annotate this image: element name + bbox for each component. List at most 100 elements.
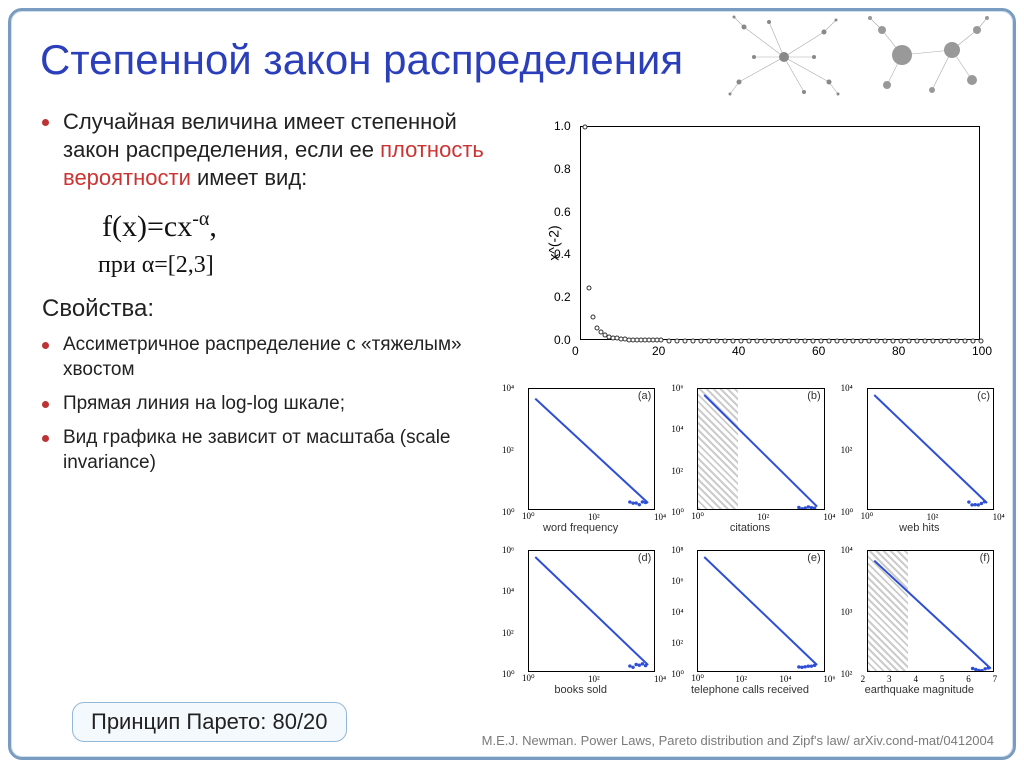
panel-label: (a) xyxy=(638,390,651,402)
formula-condition: при α=[2,3] xyxy=(98,252,502,279)
panel-plot-area xyxy=(867,388,994,510)
panel-caption: books sold xyxy=(500,684,661,696)
bullet-dot-icon xyxy=(42,401,49,408)
data-point xyxy=(587,285,592,290)
panel-y-tick: 10² xyxy=(502,628,514,638)
panel-x-tick: 10⁴ xyxy=(779,674,791,684)
data-point xyxy=(859,338,864,343)
panel-x-tick: 10² xyxy=(927,512,939,522)
data-point xyxy=(907,338,912,343)
network-graph-b xyxy=(862,10,992,105)
x-tick: 80 xyxy=(892,344,905,358)
panel-x-tick: 10⁴ xyxy=(654,512,666,522)
y-tick: 0.4 xyxy=(554,247,571,261)
panel-y-tick: 10⁶ xyxy=(502,545,514,555)
data-point xyxy=(867,338,872,343)
loglog-panel: (a)word frequency10⁰10²10⁴10⁰10²10⁴ xyxy=(500,382,661,540)
panel-plot-area xyxy=(528,550,655,672)
data-point xyxy=(659,338,664,343)
data-point xyxy=(883,338,888,343)
panel-x-tick: 3 xyxy=(887,674,892,684)
data-point xyxy=(811,338,816,343)
property-bullet: Вид графика не зависит от масштаба (scal… xyxy=(42,426,502,475)
panel-x-tick: 10² xyxy=(757,512,769,522)
loglog-panels-grid: (a)word frequency10⁰10²10⁴10⁰10²10⁴(b)ci… xyxy=(500,382,1000,702)
panel-y-tick: 10³ xyxy=(841,607,853,617)
panel-y-tick: 10² xyxy=(671,466,683,476)
panel-y-tick: 10⁴ xyxy=(671,424,683,434)
loglog-panel: (c)web hits10⁰10²10⁴10⁰10²10⁴ xyxy=(839,382,1000,540)
panel-y-tick: 10⁴ xyxy=(502,586,514,596)
panel-y-tick: 10² xyxy=(671,638,683,648)
panel-plot-area xyxy=(697,388,824,510)
properties-list: Ассиметричное распределение с «тяжелым» … xyxy=(42,333,502,475)
panel-y-tick: 10⁸ xyxy=(671,545,683,555)
data-point xyxy=(819,338,824,343)
data-point xyxy=(899,338,904,343)
data-point xyxy=(939,338,944,343)
y-tick: 0.6 xyxy=(554,205,571,219)
data-point xyxy=(675,338,680,343)
data-point xyxy=(787,338,792,343)
panel-x-tick: 7 xyxy=(993,674,998,684)
data-point xyxy=(747,338,752,343)
panel-x-tick: 10⁰ xyxy=(522,511,535,522)
x-tick: 40 xyxy=(732,344,745,358)
bullet-dot-icon xyxy=(42,342,49,349)
main-chart-plot-area xyxy=(580,126,980,340)
panel-label: (e) xyxy=(807,552,820,564)
data-point xyxy=(851,338,856,343)
data-point xyxy=(931,338,936,343)
panel-plot-area xyxy=(528,388,655,510)
panel-label: (b) xyxy=(807,390,820,402)
panel-x-tick: 6 xyxy=(966,674,971,684)
data-point xyxy=(891,338,896,343)
data-point xyxy=(583,125,588,130)
loglog-panel: (d)books sold10⁰10²10⁴10⁶10⁰10²10⁴ xyxy=(500,544,661,702)
data-point xyxy=(723,338,728,343)
panel-label: (f) xyxy=(980,552,990,564)
data-point xyxy=(715,338,720,343)
property-bullet: Прямая линия на log-log шкале; xyxy=(42,392,502,416)
data-point xyxy=(875,338,880,343)
pareto-principle-box: Принцип Парето: 80/20 xyxy=(72,702,347,742)
panel-y-tick: 10⁴ xyxy=(671,607,683,617)
citation-text: M.E.J. Newman. Power Laws, Pareto distri… xyxy=(482,733,994,748)
x-tick: 0 xyxy=(572,344,579,358)
panel-x-tick: 10⁴ xyxy=(823,512,835,522)
panel-label: (c) xyxy=(977,390,990,402)
panel-x-tick: 10⁰ xyxy=(691,673,704,684)
panel-x-tick: 10⁴ xyxy=(654,674,666,684)
data-point xyxy=(763,338,768,343)
panel-y-tick: 10² xyxy=(502,445,514,455)
panel-y-tick: 10⁰ xyxy=(671,507,684,518)
panel-x-tick: 10² xyxy=(735,674,747,684)
intro-text: Случайная величина имеет степенной закон… xyxy=(63,108,502,192)
data-point xyxy=(755,338,760,343)
network-graph-a xyxy=(724,12,844,102)
panel-y-tick: 10⁰ xyxy=(502,507,515,518)
x-tick: 60 xyxy=(812,344,825,358)
panel-y-tick: 10⁴ xyxy=(841,383,853,393)
data-point xyxy=(803,338,808,343)
panel-caption: web hits xyxy=(839,522,1000,534)
data-point xyxy=(923,338,928,343)
intro-bullet: Случайная величина имеет степенной закон… xyxy=(42,108,502,192)
formula: f(x)=cx-α, xyxy=(102,208,502,244)
data-point xyxy=(771,338,776,343)
loglog-panel: (e)telephone calls received10⁰10²10⁴10⁶1… xyxy=(669,544,830,702)
y-tick: 0.2 xyxy=(554,290,571,304)
main-power-law-chart: x^(-2) 020406080100 0.00.20.40.60.81.0 xyxy=(530,118,990,368)
x-tick: 20 xyxy=(652,344,665,358)
data-point xyxy=(963,338,968,343)
bullet-dot-icon xyxy=(42,119,49,126)
panel-x-tick: 10² xyxy=(588,512,600,522)
data-point xyxy=(827,338,832,343)
data-point xyxy=(683,338,688,343)
panel-y-tick: 10⁴ xyxy=(502,383,514,393)
panel-plot-area xyxy=(697,550,824,672)
panel-caption: word frequency xyxy=(500,522,661,534)
panel-y-tick: 10⁰ xyxy=(841,507,854,518)
panel-x-tick: 10² xyxy=(588,674,600,684)
panel-y-tick: 10² xyxy=(841,445,853,455)
